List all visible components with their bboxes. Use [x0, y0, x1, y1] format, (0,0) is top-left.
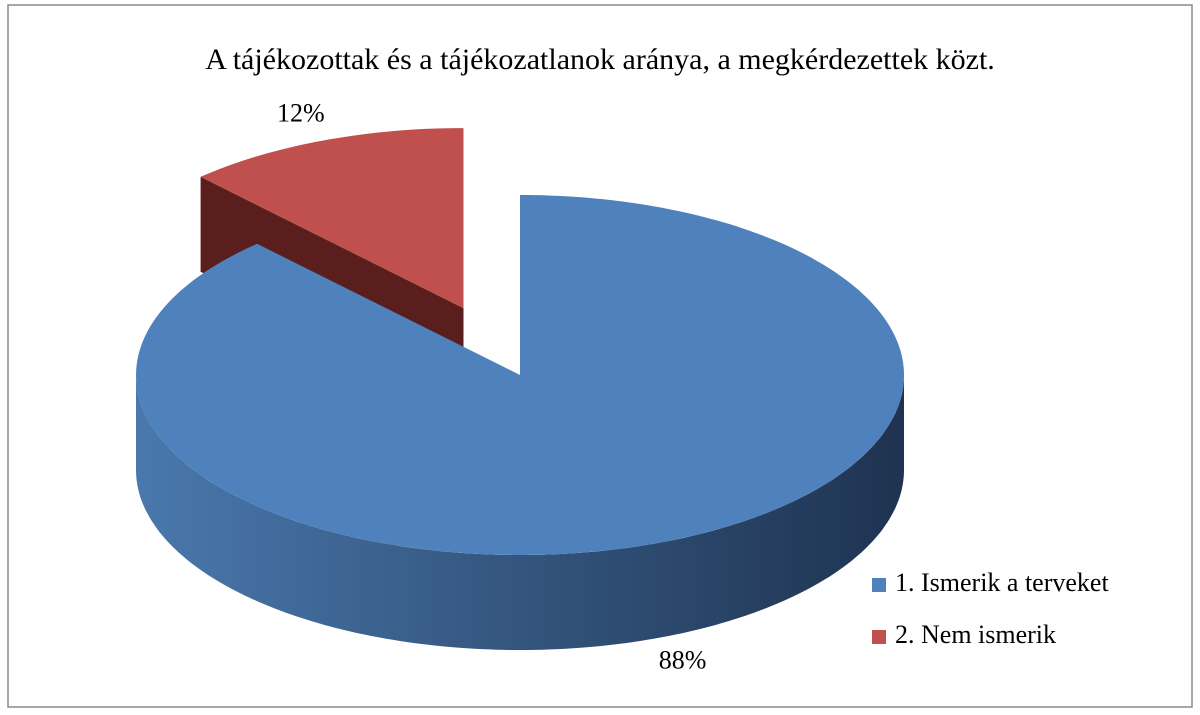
- data-label: 88%: [659, 645, 707, 674]
- pie: 12% 88%: [136, 99, 904, 674]
- chart-title: A tájékozottak és a tájékozatlanok arány…: [205, 43, 995, 76]
- legend: 1. Ismerik a terveket 2. Nem ismerik: [872, 568, 1109, 649]
- data-label: 12%: [277, 99, 325, 128]
- legend-swatch: [872, 578, 886, 592]
- legend-swatch: [872, 630, 886, 644]
- slice-top: [200, 128, 464, 309]
- legend-label: 2. Nem ismerik: [895, 620, 1056, 649]
- slice-side: [136, 375, 904, 650]
- slice-top: [136, 195, 904, 555]
- legend-label: 1. Ismerik a terveket: [895, 568, 1109, 597]
- pie-slice: [136, 195, 904, 650]
